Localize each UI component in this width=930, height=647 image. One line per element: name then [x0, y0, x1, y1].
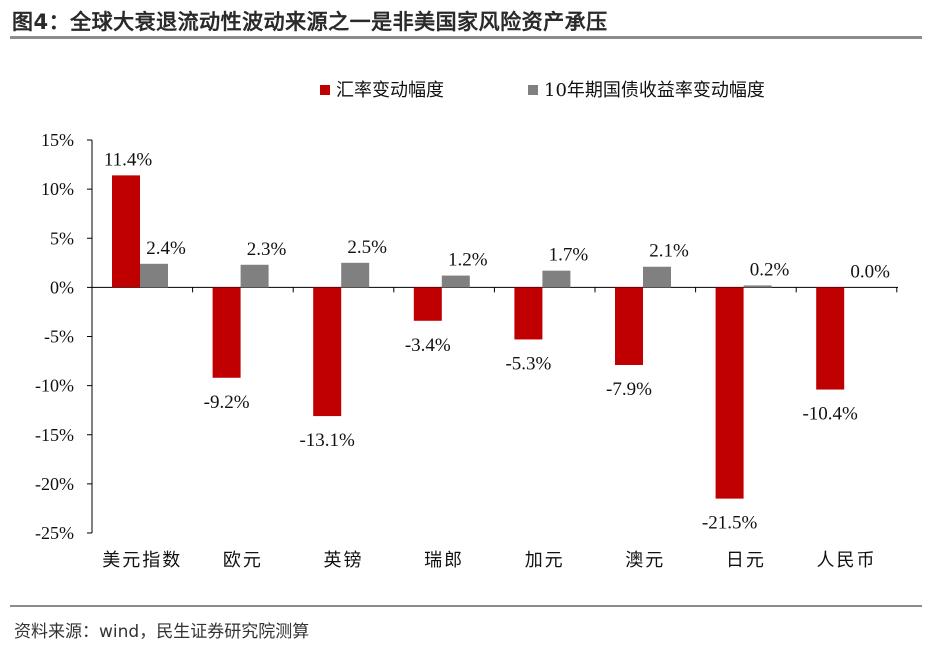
data-label-yield-2: 2.3% — [247, 239, 287, 260]
bar-fx-5 — [514, 287, 543, 340]
category-label-6: 澳元 — [625, 550, 665, 571]
y-tick-label: -15% — [35, 425, 74, 445]
data-label-yield-6: 2.1% — [649, 241, 689, 262]
y-tick-label: 10% — [41, 179, 74, 199]
bar-fx-2 — [212, 287, 241, 378]
bar-fx-8 — [816, 287, 845, 390]
data-label-fx-2: -9.2% — [204, 392, 250, 413]
category-label-2: 欧元 — [223, 550, 263, 571]
y-tick-label: -25% — [35, 523, 74, 543]
bar-yield-3 — [341, 262, 370, 288]
data-label-yield-4: 1.2% — [448, 250, 488, 271]
category-label-4: 瑞郎 — [424, 550, 464, 571]
data-label-fx-4: -3.4% — [405, 335, 451, 356]
bar-yield-6 — [643, 266, 671, 288]
data-label-fx-8: -10.4% — [802, 404, 858, 425]
bar-fx-7 — [715, 287, 744, 499]
title-rule — [10, 36, 922, 39]
category-label-5: 加元 — [525, 550, 565, 571]
data-label-yield-8: 0.0% — [850, 261, 890, 282]
data-label-yield-1: 2.4% — [146, 238, 186, 259]
legend-swatch-1 — [320, 85, 330, 95]
category-label-8: 人民币 — [817, 550, 877, 571]
y-tick-label: -5% — [44, 327, 74, 347]
bar-fx-3 — [313, 287, 342, 417]
source-note: 资料来源：wind，民生证券研究院测算 — [14, 622, 310, 642]
bar-yield-1 — [140, 263, 168, 288]
data-label-yield-7: 0.2% — [750, 259, 790, 280]
data-label-fx-1: 11.4% — [104, 149, 153, 170]
data-label-fx-6: -7.9% — [606, 379, 652, 400]
y-tick-label: 15% — [41, 130, 74, 150]
data-label-yield-3: 2.5% — [347, 237, 387, 258]
y-tick-label: 5% — [50, 228, 74, 248]
bar-fx-1 — [112, 175, 140, 288]
legend-label-2: 10年期国债收益率变动幅度 — [544, 80, 765, 101]
data-label-fx-7: -21.5% — [702, 513, 758, 534]
bar-yield-5 — [542, 270, 571, 288]
bar-yield-4 — [441, 275, 470, 288]
category-label-3: 英镑 — [324, 550, 364, 571]
category-label-7: 日元 — [726, 550, 766, 571]
footer-rule — [10, 605, 922, 607]
y-tick-label: 0% — [50, 277, 74, 297]
data-label-fx-5: -5.3% — [505, 353, 551, 374]
legend-label-1: 汇率变动幅度 — [336, 80, 444, 101]
legend-swatch-2 — [528, 85, 538, 95]
bar-yield-7 — [743, 285, 772, 288]
data-label-yield-5: 1.7% — [549, 245, 589, 266]
data-label-fx-3: -13.1% — [299, 430, 355, 451]
y-tick-label: -10% — [35, 376, 74, 396]
figure-title: 图4：全球大衰退流动性波动来源之一是非美国家风险资产承压 — [12, 10, 608, 34]
bar-chart: 汇率变动幅度 10年期国债收益率变动幅度 15% 10% 5% 0% -5% -10% -15%… — [35, 80, 898, 571]
bar-fx-4 — [413, 287, 442, 321]
bar-yield-2 — [240, 264, 269, 288]
y-tick-label: -20% — [35, 474, 74, 494]
bar-fx-6 — [615, 287, 643, 365]
category-label-1: 美元指数 — [102, 550, 182, 571]
